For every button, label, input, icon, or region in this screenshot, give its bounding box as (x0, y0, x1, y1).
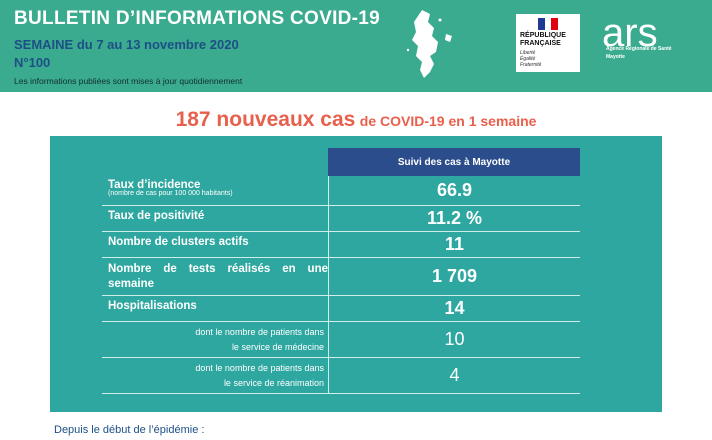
rf-motto: Liberté Égalité Fraternité (520, 50, 542, 68)
row-value: 14 (328, 296, 580, 321)
row-label: Hospitalisations (108, 300, 197, 312)
update-note: Les informations publiées sont mises à j… (14, 76, 243, 86)
rf-name: RÉPUBLIQUE FRANÇAISE (520, 32, 566, 47)
ars-agency: Agence Régionale de Santé (606, 46, 672, 52)
column-header: Suivi des cas à Mayotte (328, 148, 580, 176)
row-label: Taux d’incidence (108, 179, 201, 191)
footer-text: Depuis le début de l’épidémie : (54, 424, 205, 436)
table-row-clusters: Nombre de clusters actifs 11 (102, 232, 580, 258)
row-value: 1 709 (328, 258, 580, 295)
table-row-positivity: Taux de positivité 11.2 % (102, 206, 580, 232)
republique-francaise-logo: RÉPUBLIQUE FRANÇAISE Liberté Égalité Fra… (516, 14, 580, 72)
bulletin-number: N°100 (14, 55, 51, 70)
row-label: Nombre de clusters actifs (108, 236, 249, 248)
row-value: 11.2 % (328, 206, 580, 231)
bulletin-title: BULLETIN D’INFORMATIONS COVID-19 (14, 8, 381, 29)
headline-cases: 187 nouveaux cas (175, 108, 356, 131)
table-header: Suivi des cas à Mayotte (102, 148, 580, 176)
header-banner: BULLETIN D’INFORMATIONS COVID-19 SEMAINE… (0, 0, 712, 92)
row-hint: (nombre de cas pour 100 000 habitants) (108, 190, 233, 197)
french-flag-icon (538, 18, 558, 30)
table-row-tests: Nombre de tests réalisés en une semaine … (102, 258, 580, 296)
headline-suffix: de COVID-19 en 1 semaine (359, 113, 537, 129)
ars-region: Mayotte (606, 54, 625, 60)
mayotte-map-icon (406, 10, 452, 78)
stats-table: Suivi des cas à Mayotte Taux d’incidence… (102, 148, 580, 394)
row-label: dont le nombre de patients dans le servi… (195, 327, 324, 352)
row-value: 11 (328, 232, 580, 257)
ars-logo: ars (602, 11, 658, 55)
table-row-reanimation: dont le nombre de patients dans le servi… (102, 358, 580, 394)
svg-text:ars: ars (602, 11, 658, 55)
week-range: SEMAINE du 7 au 13 novembre 2020 (14, 37, 239, 52)
row-value: 4 (328, 358, 580, 393)
row-value: 10 (328, 322, 580, 357)
row-label: Taux de positivité (108, 210, 205, 222)
row-label: dont le nombre de patients dans le servi… (195, 363, 324, 388)
row-label: Nombre de tests réalisés en une semaine (108, 263, 328, 290)
row-value: 66.9 (328, 176, 580, 205)
table-row-medecine: dont le nombre de patients dans le servi… (102, 322, 580, 358)
table-row-incidence: Taux d’incidence (nombre de cas pour 100… (102, 176, 580, 206)
table-row-hospitalisations: Hospitalisations 14 (102, 296, 580, 322)
stats-panel (50, 136, 662, 412)
headline: 187 nouveaux cas de COVID-19 en 1 semain… (0, 108, 712, 132)
